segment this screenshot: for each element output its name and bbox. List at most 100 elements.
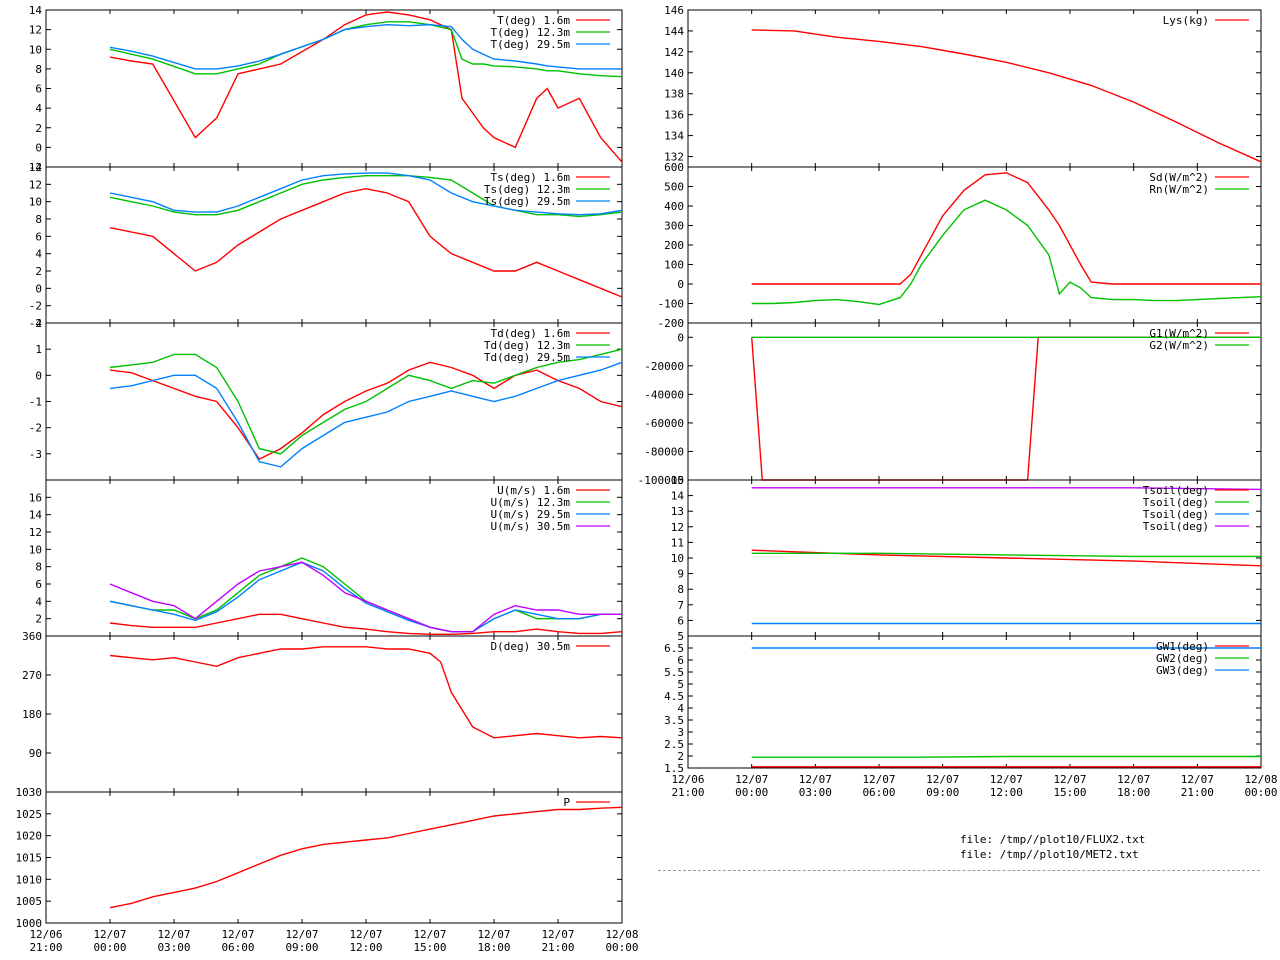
radiation-series-2 [751,199,1262,306]
x-tick-date: 12/07 [735,773,768,786]
wind-speed-series-3 [109,561,622,633]
air-temp-ytick-label: 6 [35,83,42,96]
pressure-ytick-label: 1020 [16,830,43,843]
pressure-legend-label-1: P [563,796,570,809]
x-tick-time: 00:00 [93,941,126,954]
groundwater-legend-label-3: GW3(deg) [1156,664,1209,677]
x-tick-time: 09:00 [926,786,959,799]
soil-temp-ytick-label: 8 [677,583,684,596]
ground-flux-ytick-label: 0 [677,331,684,344]
lysimeter-ytick-label: 146 [664,4,684,17]
soil-temp-ytick-label: 13 [671,505,684,518]
soil-temp-series-2 [751,552,1261,558]
x-tick-date: 12/07 [285,928,318,941]
groundwater-ytick-label: 4.5 [664,690,684,703]
pressure-ytick-label: 1000 [16,917,43,930]
radiation-legend-label-2: Rn(W/m^2) [1149,183,1209,196]
lysimeter-ytick-label: 138 [664,88,684,101]
air-temp-ytick-label: 2 [35,122,42,135]
x-tick-time: 06:00 [862,786,895,799]
air-temp-ytick-label: 4 [35,102,42,115]
surface-temp-ytick-label: -2 [29,300,42,313]
dewpoint-ytick-label: -2 [29,422,42,435]
groundwater-ytick-label: 4 [677,702,684,715]
wind-direction-frame [45,635,623,793]
soil-temp-ytick-label: 6 [677,614,684,627]
x-tick-time: 09:00 [285,941,318,954]
x-tick-date: 12/07 [93,928,126,941]
x-tick-time: 15:00 [413,941,446,954]
radiation-ytick-label: 600 [664,161,684,174]
air-temp-ytick-label: 8 [35,63,42,76]
soil-temp-ytick-label: 5 [677,630,684,643]
air-temp-legend-label-1: T(deg) 1.6m [497,14,570,27]
dewpoint-series-1 [109,361,623,460]
radiation-ytick-label: 200 [664,239,684,252]
lysimeter-ytick-label: 134 [664,130,684,143]
groundwater-ytick-label: 3 [677,726,684,739]
dewpoint-ytick-label: 0 [35,369,42,382]
x-tick-time: 21:00 [541,941,574,954]
wind-speed-ytick-label: 12 [29,526,42,539]
lysimeter-ytick-label: 142 [664,46,684,59]
wind-direction-ytick-label: 360 [22,630,42,643]
radiation-series-1 [751,172,1261,285]
air-temp-legend-label-2: T(deg) 12.3m [491,26,571,39]
x-tick-time: 03:00 [157,941,190,954]
wind-direction-legend-label-1: D(deg) 30.5m [491,640,571,653]
ground-flux-legend-label-2: G2(W/m^2) [1149,339,1209,352]
ground-flux-ytick-label: -80000 [644,445,684,458]
groundwater-ytick-label: 2.5 [664,738,684,751]
groundwater-ytick-label: 6 [677,654,684,667]
x-tick-time: 00:00 [1244,786,1277,799]
soil-temp-ytick-label: 14 [671,490,685,503]
x-tick-date: 12/07 [541,928,574,941]
wind-speed-ytick-label: 16 [29,491,42,504]
wind-speed-series-1 [109,613,623,635]
wind-speed-ytick-label: 10 [29,543,42,556]
pressure-ytick-label: 1010 [16,873,43,886]
soil-temp-legend-label-2: Tsoil(deg) [1143,496,1209,509]
wind-speed-legend-label-4: U(m/s) 30.5m [491,520,571,533]
x-tick-time: 00:00 [605,941,638,954]
wind-speed-legend-label-2: U(m/s) 12.3m [491,496,571,509]
ground-flux-ytick-label: -60000 [644,417,684,430]
x-tick-date: 12/06 [671,773,704,786]
radiation-ytick-label: 0 [677,278,684,291]
ground-flux-series-1 [751,336,1261,481]
pressure-ytick-label: 1005 [16,895,43,908]
wind-speed-ytick-label: 2 [35,613,42,626]
wind-speed-ytick-label: 8 [35,561,42,574]
soil-temp-ytick-label: 11 [671,536,684,549]
radiation-ytick-label: 100 [664,259,684,272]
x-tick-date: 12/07 [349,928,382,941]
lysimeter-ytick-label: 140 [664,67,684,80]
air-temp-series-3 [109,23,622,70]
wind-direction-ytick-label: 180 [22,708,42,721]
soil-temp-ytick-label: 12 [671,521,684,534]
air-temp-series-1 [109,11,623,163]
dewpoint-ytick-label: -3 [29,448,42,461]
groundwater-frame [687,635,1262,769]
groundwater-ytick-label: 2 [677,750,684,763]
dewpoint-series-2 [109,348,623,455]
x-tick-time: 06:00 [221,941,254,954]
lysimeter-series-1 [751,29,1262,163]
x-tick-time: 03:00 [799,786,832,799]
dewpoint-legend-label-3: Td(deg) 29.5m [484,351,570,364]
ground-flux-ytick-label: -100000 [638,474,684,487]
x-tick-date: 12/06 [29,928,62,941]
x-tick-date: 12/07 [157,928,190,941]
dewpoint-ytick-label: 1 [35,343,42,356]
radiation-ytick-label: -200 [658,317,685,330]
dewpoint-ytick-label: 2 [35,317,42,330]
x-tick-time: 12:00 [990,786,1023,799]
air-temp-ytick-label: 12 [29,24,42,37]
air-temp-series-2 [109,21,623,78]
radiation-ytick-label: 500 [664,181,684,194]
soil-temp-legend-label-4: Tsoil(deg) [1143,520,1209,533]
ground-flux-legend-label-1: G1(W/m^2) [1149,327,1209,340]
x-tick-time: 21:00 [1181,786,1214,799]
x-tick-time: 21:00 [29,941,62,954]
